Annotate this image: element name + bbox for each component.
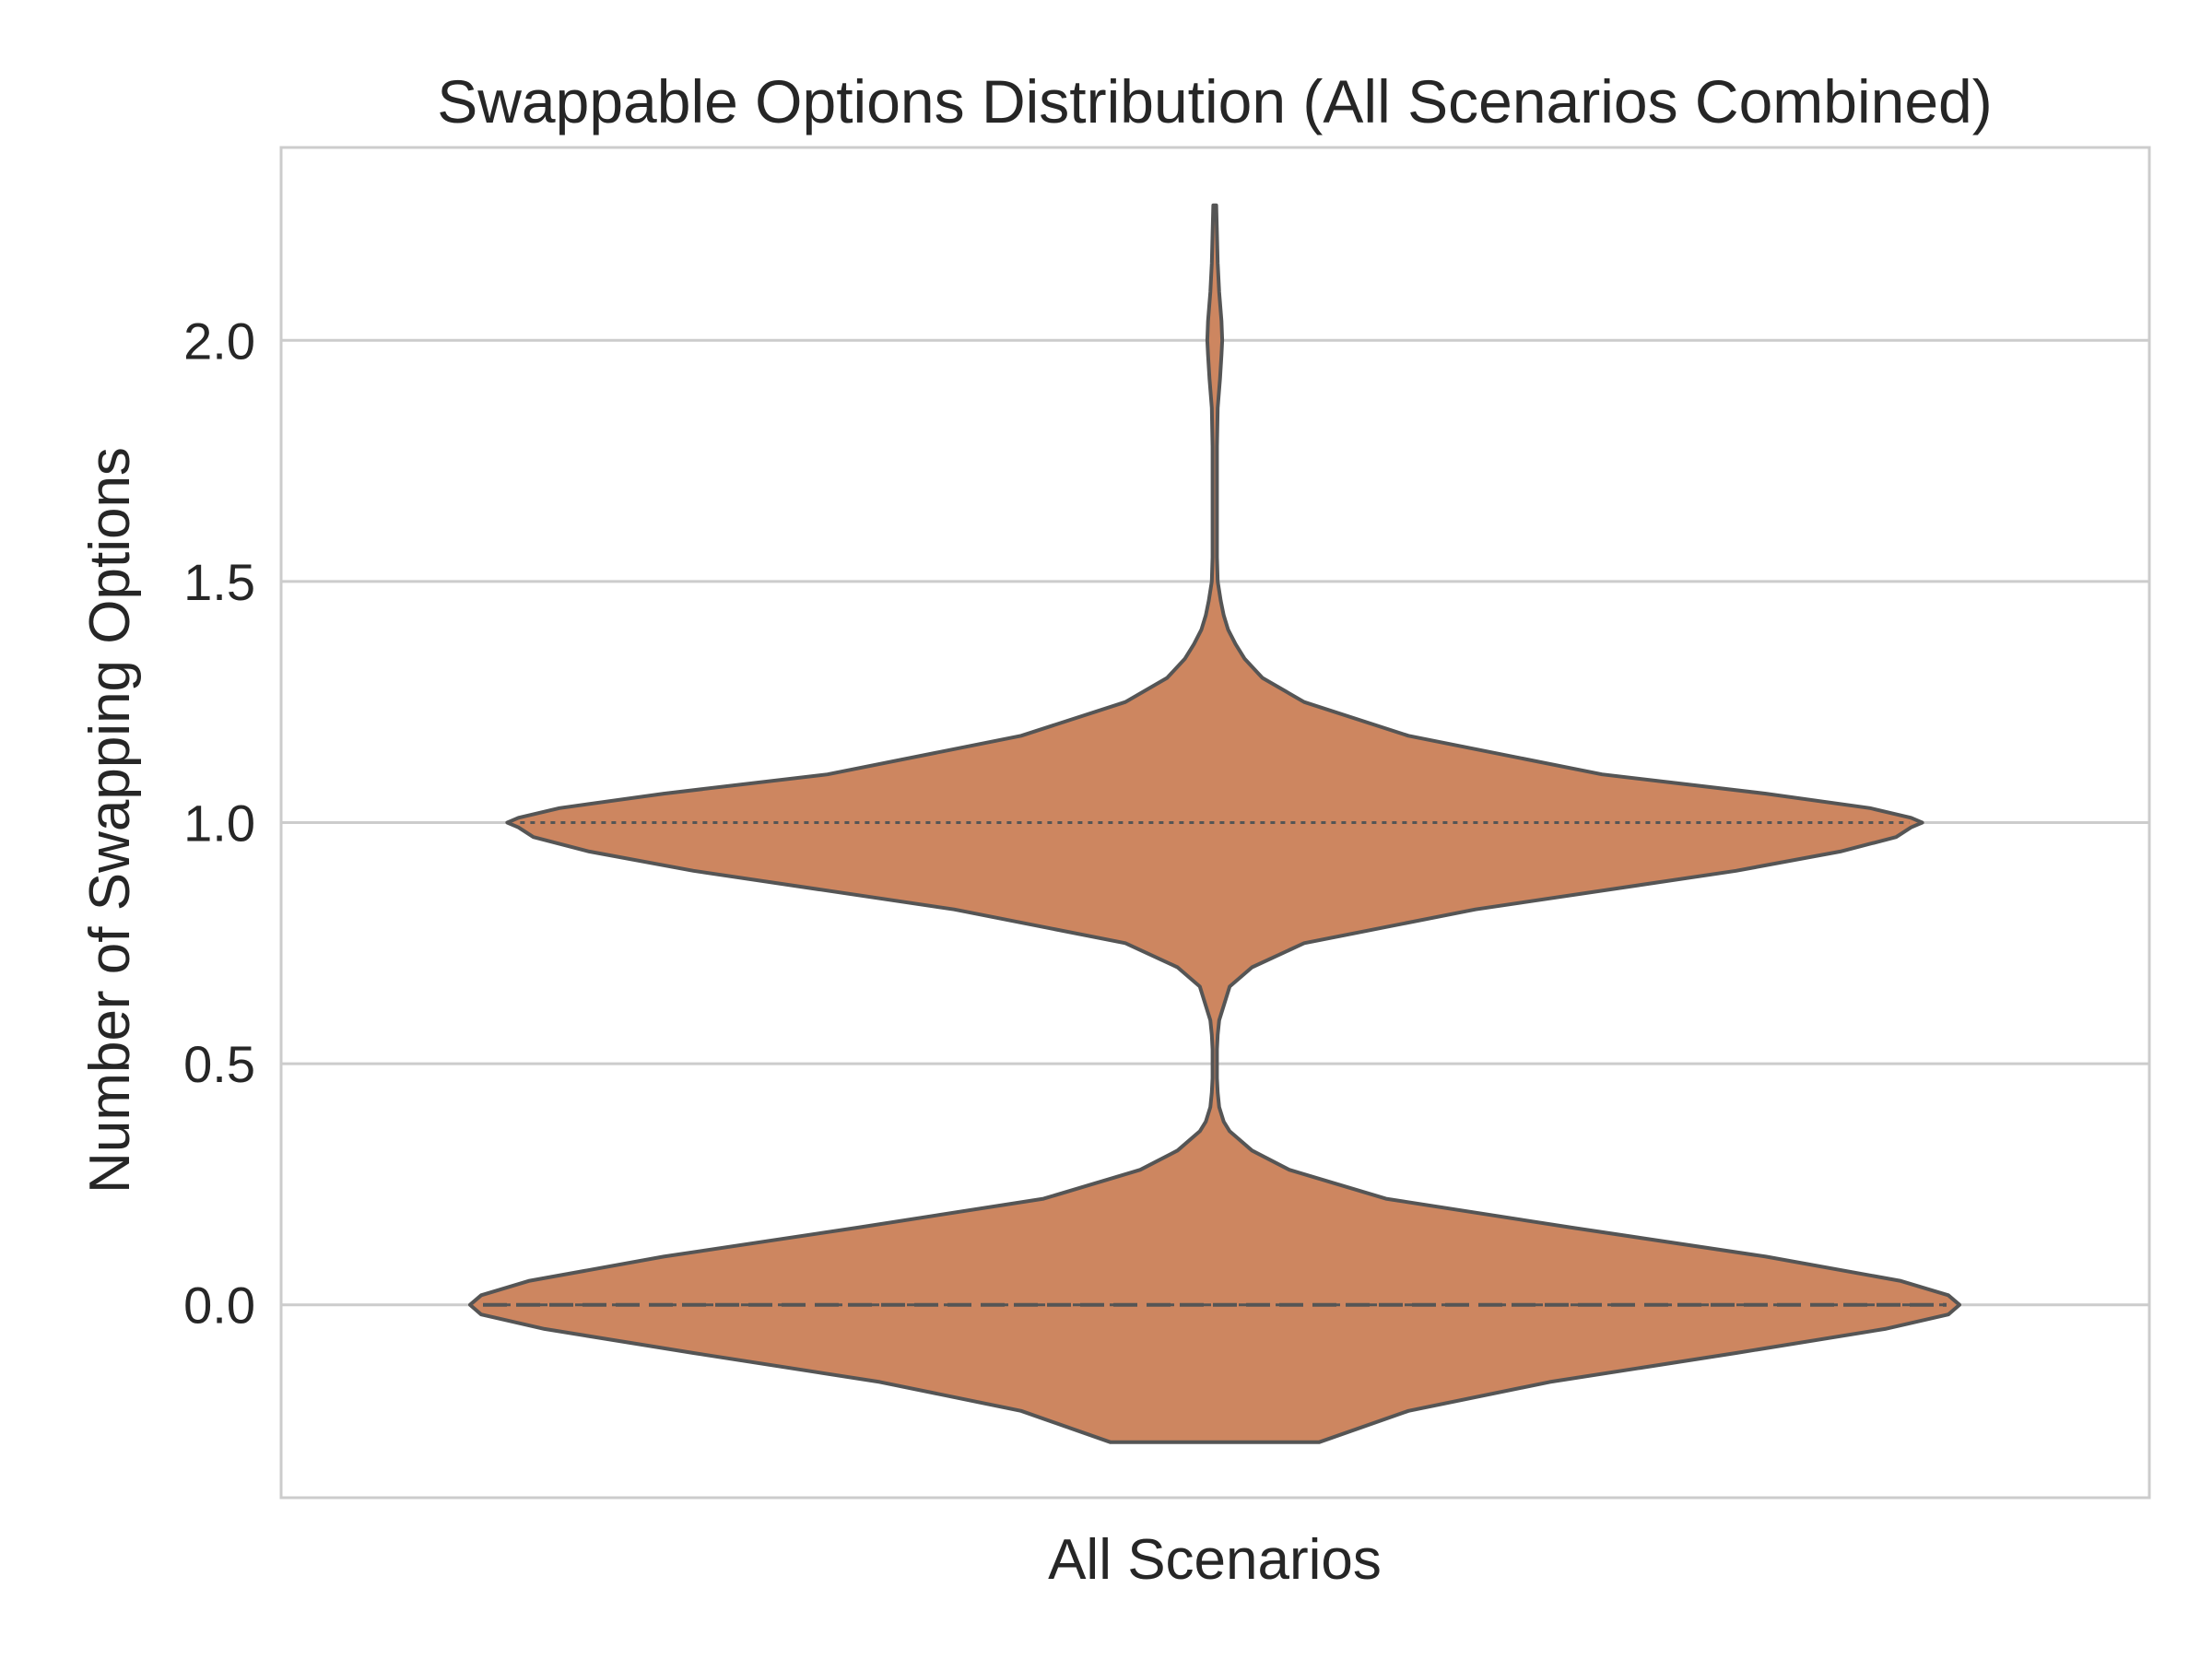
- violin-body-group: [468, 203, 1961, 1444]
- y-tick-label: 1.5: [183, 553, 255, 611]
- y-tick-label: 0.5: [183, 1035, 255, 1093]
- violin-body-all-scenarios: [468, 203, 1961, 1444]
- chart-title: Swappable Options Distribution (All Scen…: [437, 67, 1992, 135]
- x-tick-label-all-scenarios: All Scenarios: [1048, 1528, 1382, 1592]
- y-tick-label: 2.0: [183, 312, 255, 370]
- y-tick-label: 1.0: [183, 794, 255, 853]
- y-tick-label: 0.0: [183, 1277, 255, 1335]
- plot-frame: [279, 146, 2151, 1500]
- y-tick-labels: 0.0 0.5 1.0 1.5 2.0: [183, 312, 255, 1334]
- y-axis-label: Number of Swapping Options: [78, 447, 142, 1194]
